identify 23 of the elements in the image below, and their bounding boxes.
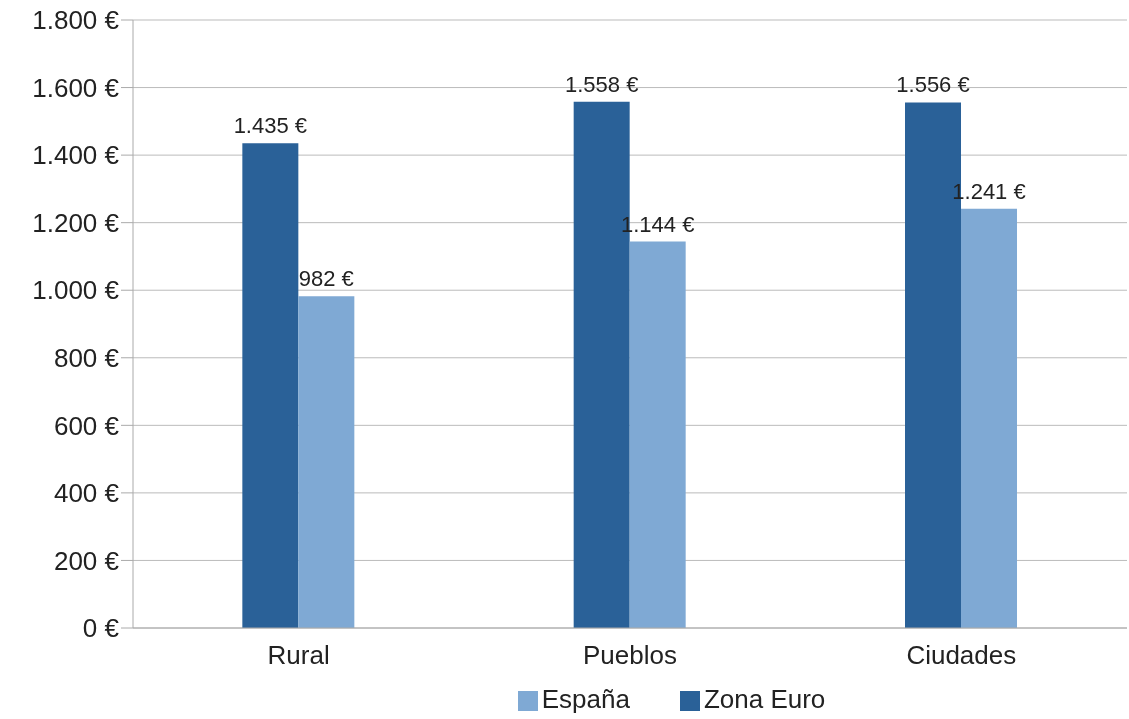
data-label: 982 € — [298, 266, 354, 292]
x-tick-label: Ciudades — [906, 640, 1017, 671]
data-label: 1.556 € — [896, 72, 970, 98]
bar — [629, 241, 686, 628]
y-tick-label: 400 € — [53, 478, 120, 509]
x-tick-label: Rural — [267, 640, 330, 671]
bar — [242, 143, 299, 628]
bar — [961, 208, 1018, 628]
y-tick-label: 800 € — [53, 343, 120, 374]
y-tick-label: 1.800 € — [32, 5, 120, 36]
legend-label: España — [541, 684, 630, 714]
legend-label: Zona Euro — [703, 684, 826, 714]
y-tick-label: 0 € — [82, 613, 120, 644]
x-tick-label: Pueblos — [583, 640, 677, 671]
y-tick-label: 1.200 € — [32, 207, 120, 238]
y-tick-label: 1.000 € — [32, 275, 120, 306]
y-tick-label: 600 € — [53, 410, 120, 441]
y-tick-label: 200 € — [53, 545, 120, 576]
data-label: 1.435 € — [233, 113, 308, 139]
data-label: 1.558 € — [564, 71, 639, 97]
bar — [298, 296, 355, 628]
y-tick-label: 1.400 € — [32, 140, 120, 171]
y-tick-label: 1.600 € — [32, 72, 120, 103]
